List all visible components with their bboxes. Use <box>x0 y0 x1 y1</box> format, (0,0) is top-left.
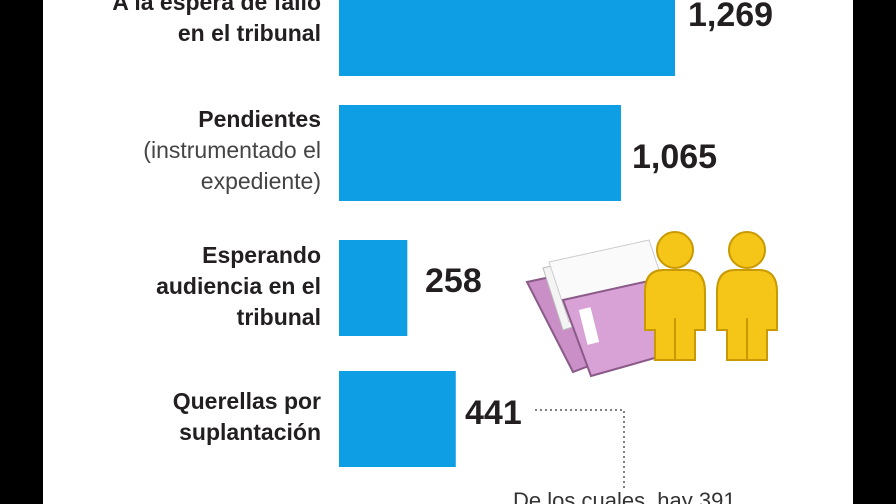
footnote: De los cuales, hay 391 <box>513 488 736 504</box>
bar-1 <box>339 105 621 201</box>
value-label-1: 1,065 <box>632 138 718 176</box>
infographic: A la espera de fallo en el tribunal Pend… <box>43 0 853 504</box>
category-label-3: Querellas por suplantación <box>172 388 321 445</box>
value-label-2: 258 <box>425 262 482 300</box>
person-icon-2 <box>716 231 778 361</box>
category-label-1: Pendientes (instrumentado el expediente) <box>143 106 321 194</box>
folder-icon <box>525 239 685 378</box>
value-label-3: 441 <box>465 394 522 432</box>
connector-line <box>535 409 625 490</box>
person-icon-1 <box>644 231 706 361</box>
bar-chart <box>339 0 778 490</box>
category-label-2: Esperando audiencia en el tribunal <box>156 242 321 330</box>
bar-2 <box>339 240 408 336</box>
bar-0 <box>339 0 675 76</box>
category-label-0: A la espera de fallo en el tribunal <box>112 0 321 46</box>
bar-3 <box>339 371 456 467</box>
value-label-0: 1,269 <box>688 0 774 34</box>
